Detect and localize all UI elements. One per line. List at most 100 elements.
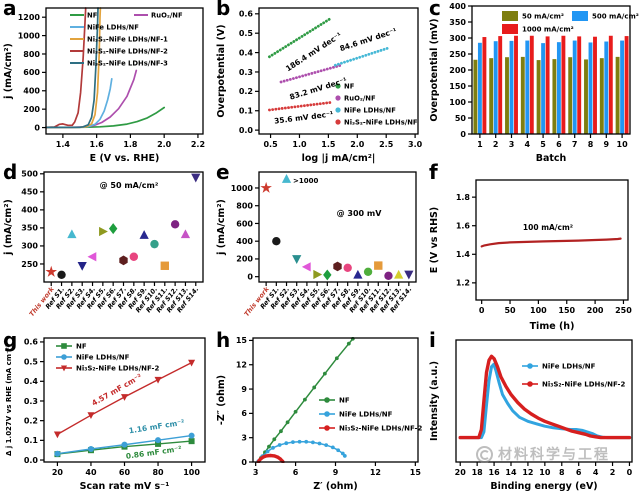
svg-text:j (mA/cm²): j (mA/cm²): [3, 43, 14, 100]
panel-f-label: f: [429, 160, 438, 184]
svg-text:600: 600: [236, 219, 253, 228]
svg-text:0.4: 0.4: [24, 377, 39, 386]
svg-text:NiFe LDHs/NF: NiFe LDHs/NF: [87, 23, 139, 31]
svg-text:200: 200: [587, 306, 604, 315]
svg-text:2: 2: [493, 140, 499, 149]
panel-g: g 0.0 0.1 0.2 0.3 0.4 0.5 0.6 20 40 60 80 100 Scan ra…: [0, 328, 213, 492]
panel-g-label: g: [3, 328, 18, 352]
svg-text:100: 100: [183, 468, 200, 477]
svg-text:Ni₃S₂-NiFe LDHs/NF-1: Ni₃S₂-NiFe LDHs/NF-1: [87, 35, 168, 43]
svg-text:200: 200: [236, 255, 253, 264]
svg-text:log |j mA/cm²|: log |j mA/cm²|: [302, 153, 376, 164]
svg-text:300: 300: [449, 34, 466, 43]
svg-text:Time (h): Time (h): [530, 321, 575, 332]
svg-text:500: 500: [21, 170, 38, 179]
svg-text:0: 0: [247, 272, 253, 281]
svg-text:0.0: 0.0: [239, 126, 254, 135]
svg-text:1.5: 1.5: [321, 140, 336, 149]
panel-c-label: c: [429, 0, 441, 20]
svg-text:2.0: 2.0: [157, 140, 172, 149]
svg-text:300: 300: [21, 242, 38, 251]
svg-text:0: 0: [241, 458, 247, 467]
svg-text:84.6 mV dec⁻¹: 84.6 mV dec⁻¹: [339, 26, 398, 53]
svg-text:6: 6: [556, 140, 562, 149]
svg-text:0.1: 0.1: [24, 436, 39, 445]
svg-text:NF: NF: [76, 342, 87, 350]
svg-text:20: 20: [52, 468, 64, 477]
panel-f: f 1.2 1.4 1.6 1.8 0 50 100 150 200 250 Time (h) E (V…: [426, 160, 640, 332]
svg-text:RuO₂/NF: RuO₂/NF: [344, 94, 376, 102]
svg-text:100: 100: [449, 98, 466, 107]
svg-text:9: 9: [604, 140, 610, 149]
svg-text:0: 0: [479, 306, 485, 315]
panel-c-chart: 0 50 100 150 200 250 300 350 400 1 2 3 4 5 6 7 8 9 10 Batch…: [429, 2, 639, 164]
svg-text:1.16 mF cm⁻²: 1.16 mF cm⁻²: [128, 418, 185, 436]
svg-text:@ 300 mV: @ 300 mV: [337, 209, 383, 218]
svg-text:60: 60: [119, 468, 131, 477]
svg-text:1000 mA/cm²: 1000 mA/cm²: [522, 26, 574, 34]
svg-text:Batch: Batch: [536, 153, 567, 164]
svg-text:Overpotential (V): Overpotential (V): [216, 24, 227, 117]
svg-text:Ni₃S₂-NiFe LDHs/NF-2: Ni₃S₂-NiFe LDHs/NF-2: [339, 424, 422, 432]
svg-text:NiFe LDHs/NF: NiFe LDHs/NF: [344, 106, 396, 114]
svg-text:150: 150: [449, 82, 466, 91]
svg-text:200: 200: [449, 66, 466, 75]
svg-text:0.6: 0.6: [24, 338, 39, 347]
svg-text:NF: NF: [339, 396, 350, 404]
panel-a-chart: 0 200 400 600 800 1000 1200 1.4 1.6 1.8 2.0 2.2 E (V…: [3, 7, 205, 164]
svg-text:0.0: 0.0: [24, 456, 39, 465]
svg-text:1.4: 1.4: [56, 140, 71, 149]
svg-text:1.8: 1.8: [456, 193, 471, 202]
svg-text:1.4: 1.4: [456, 250, 471, 259]
svg-text:3: 3: [253, 468, 259, 477]
svg-text:NF: NF: [87, 11, 98, 19]
svg-text:50: 50: [504, 306, 516, 315]
svg-text:3: 3: [509, 140, 515, 149]
panel-d-label: d: [3, 160, 18, 184]
svg-text:200: 200: [23, 105, 40, 114]
svg-text:50: 50: [455, 114, 467, 123]
svg-text:2.5: 2.5: [379, 140, 394, 149]
panel-f-chart: 1.2 1.4 1.6 1.8 0 50 100 150 200 250 Time (h) E (V …: [429, 179, 632, 332]
svg-text:18: 18: [472, 468, 484, 477]
panel-a: a 0 200 400 600 800 1000 1200 1.4 1.6 1.8 2.0 2.2 E (…: [0, 0, 213, 164]
svg-text:4.57 mF cm⁻²: 4.57 mF cm⁻²: [90, 372, 143, 408]
svg-text:16: 16: [489, 468, 501, 477]
svg-text:-Z″ (ohm): -Z″ (ohm): [216, 375, 227, 425]
svg-text:0.5: 0.5: [24, 357, 39, 366]
svg-text:8: 8: [588, 140, 594, 149]
svg-text:0.3: 0.3: [239, 68, 253, 77]
panel-h-label: h: [216, 328, 231, 352]
svg-text:2.0: 2.0: [350, 140, 365, 149]
panel-c: c 0 50 100 150 200 250 300 350 400 1 2 3 4 5 6 7 8 9 10 Batc…: [426, 0, 640, 164]
svg-text:j (mA/cm²): j (mA/cm²): [3, 199, 14, 256]
svg-text:14: 14: [505, 468, 517, 477]
svg-text:0.2: 0.2: [24, 416, 38, 425]
svg-text:E (V vs. RHE): E (V vs. RHE): [90, 153, 160, 164]
svg-text:0: 0: [627, 468, 633, 477]
svg-text:Binding energy (eV): Binding energy (eV): [490, 481, 597, 492]
svg-text:Ni₃S₂-NiFe LDHs/NF-2: Ni₃S₂-NiFe LDHs/NF-2: [542, 380, 625, 388]
svg-text:Z′ (ohm): Z′ (ohm): [313, 481, 358, 492]
svg-text:0.5: 0.5: [263, 140, 278, 149]
svg-text:8: 8: [559, 468, 565, 477]
svg-text:12: 12: [522, 468, 533, 477]
panel-i-label: i: [429, 328, 436, 352]
svg-text:@ 50 mA/cm²: @ 50 mA/cm²: [100, 181, 159, 190]
svg-text:0: 0: [34, 123, 40, 132]
panel-g-chart: 0.0 0.1 0.2 0.3 0.4 0.5 0.6 20 40 60 80 100 Scan rat…: [5, 337, 206, 492]
svg-text:0: 0: [460, 130, 466, 139]
svg-text:Ni₃S₂-NiFe LDHs/NF: Ni₃S₂-NiFe LDHs/NF: [344, 118, 418, 126]
svg-text:NiFe LDHs/NF: NiFe LDHs/NF: [76, 353, 130, 361]
svg-text:1.6: 1.6: [90, 140, 105, 149]
svg-text:350: 350: [449, 18, 466, 27]
svg-text:4: 4: [593, 468, 599, 477]
svg-text:1000: 1000: [18, 31, 41, 40]
svg-text:0.3: 0.3: [24, 397, 38, 406]
watermark: 材料科学与工程: [476, 444, 610, 464]
svg-text:0.86 mF cm⁻²: 0.86 mF cm⁻²: [125, 444, 182, 461]
svg-text:80: 80: [152, 468, 164, 477]
